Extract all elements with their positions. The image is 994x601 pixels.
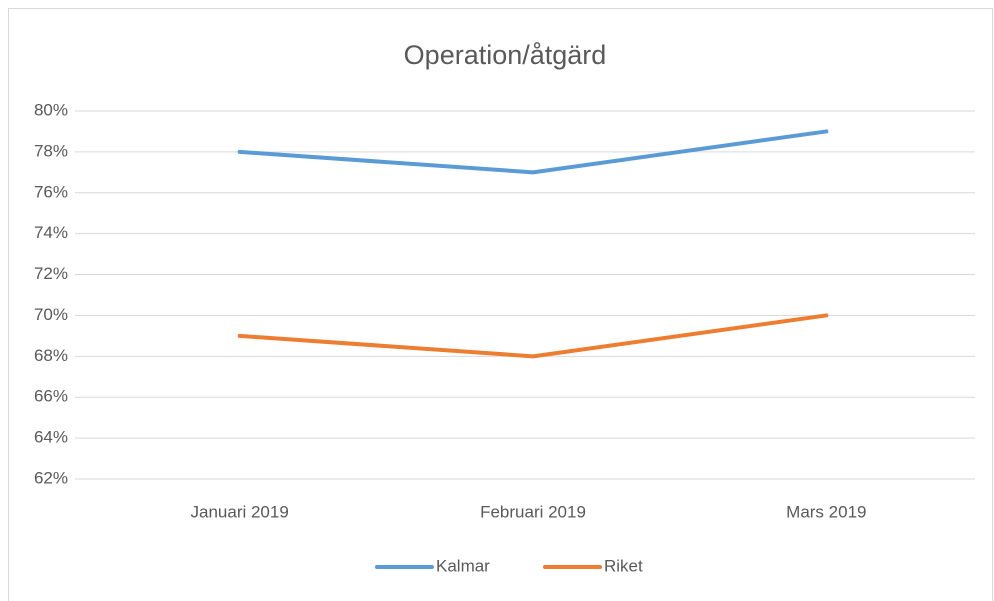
series-line	[237, 129, 829, 175]
y-tick-label: 62%	[34, 468, 68, 487]
legend-label: Kalmar	[436, 556, 490, 575]
x-tick-label: Januari 2019	[191, 502, 289, 521]
y-tick-label: 74%	[34, 223, 68, 242]
y-tick-label: 72%	[34, 264, 68, 283]
y-tick-label: 80%	[34, 100, 68, 119]
y-tick-label: 78%	[34, 141, 68, 160]
chart-title: Operation/åtgärd	[404, 40, 607, 70]
y-tick-label: 64%	[34, 428, 68, 447]
x-tick-label: Februari 2019	[480, 502, 586, 521]
y-tick-label: 66%	[34, 387, 68, 406]
y-tick-label: 76%	[34, 182, 68, 201]
y-tick-label: 70%	[34, 305, 68, 324]
chart-border	[8, 8, 993, 601]
series-line	[237, 313, 829, 359]
x-tick-label: Mars 2019	[786, 502, 866, 521]
legend-label: Riket	[604, 556, 643, 575]
y-tick-label: 68%	[34, 346, 68, 365]
